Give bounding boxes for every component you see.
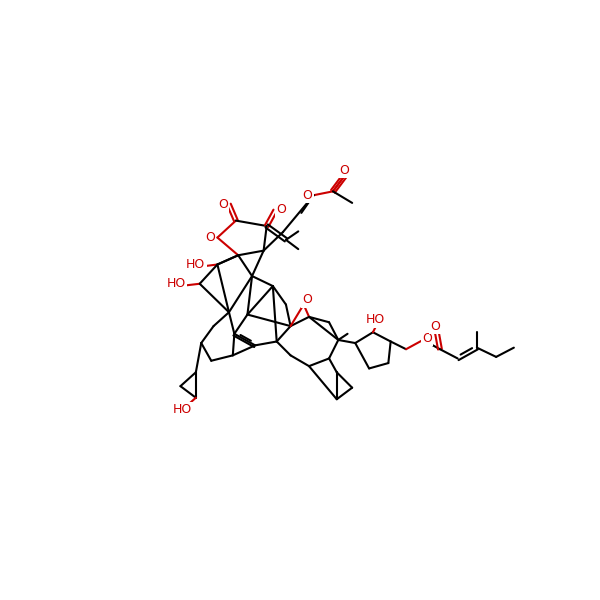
Text: O: O [302, 188, 313, 202]
Text: O: O [218, 198, 228, 211]
Text: HO: HO [167, 277, 186, 290]
Text: O: O [205, 231, 215, 244]
Text: O: O [430, 320, 440, 332]
Text: O: O [302, 293, 313, 307]
Text: O: O [340, 164, 349, 177]
Text: O: O [277, 203, 286, 215]
Text: O: O [422, 332, 432, 345]
Text: HO: HO [186, 258, 205, 271]
Text: HO: HO [173, 403, 193, 416]
Text: HO: HO [365, 313, 385, 326]
